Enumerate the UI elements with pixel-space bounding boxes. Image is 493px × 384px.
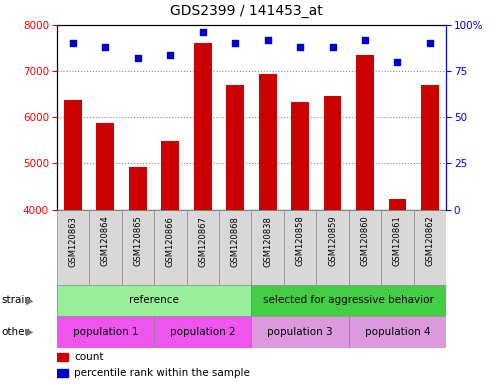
Bar	[57, 210, 89, 285]
Bar	[291, 102, 309, 210]
Point	[134, 55, 142, 61]
Point	[264, 36, 272, 43]
Bar	[89, 210, 122, 285]
Bar	[259, 74, 277, 210]
Point	[296, 44, 304, 50]
Text: GSM120866: GSM120866	[166, 216, 175, 266]
Bar	[186, 210, 219, 285]
Bar	[388, 199, 406, 210]
Text: GSM120838: GSM120838	[263, 216, 272, 266]
Bar	[57, 316, 154, 348]
Point	[102, 44, 109, 50]
Bar	[57, 353, 69, 361]
Text: GSM120862: GSM120862	[425, 216, 434, 266]
Text: percentile rank within the sample: percentile rank within the sample	[74, 368, 250, 378]
Point	[166, 51, 174, 58]
Bar	[97, 123, 114, 210]
Text: GSM120859: GSM120859	[328, 216, 337, 266]
Bar	[251, 285, 446, 316]
Text: population 4: population 4	[365, 327, 430, 337]
Bar	[284, 210, 317, 285]
Bar	[421, 85, 439, 210]
Point	[69, 40, 77, 46]
Point	[361, 36, 369, 43]
Text: GSM120868: GSM120868	[231, 216, 240, 266]
Bar	[194, 43, 211, 210]
Text: GSM120865: GSM120865	[133, 216, 142, 266]
Text: GSM120863: GSM120863	[69, 216, 77, 266]
Bar	[414, 210, 446, 285]
Text: population 3: population 3	[267, 327, 333, 337]
Bar	[251, 210, 284, 285]
Bar	[349, 210, 381, 285]
Text: count: count	[74, 352, 104, 362]
Bar	[154, 210, 186, 285]
Bar	[57, 369, 69, 377]
Text: GSM120867: GSM120867	[198, 216, 207, 266]
Text: ▶: ▶	[26, 327, 34, 337]
Text: reference: reference	[129, 295, 179, 305]
Text: selected for aggressive behavior: selected for aggressive behavior	[263, 295, 434, 305]
Bar	[251, 316, 349, 348]
Text: strain: strain	[1, 295, 31, 305]
Point	[393, 59, 401, 65]
Bar	[154, 316, 251, 348]
Text: GDS2399 / 141453_at: GDS2399 / 141453_at	[170, 4, 323, 18]
Bar	[381, 210, 414, 285]
Text: GSM120860: GSM120860	[360, 216, 370, 266]
Bar	[226, 85, 244, 210]
Bar	[349, 316, 446, 348]
Bar	[161, 141, 179, 210]
Point	[426, 40, 434, 46]
Bar	[356, 55, 374, 210]
Bar	[219, 210, 251, 285]
Text: population 1: population 1	[72, 327, 138, 337]
Point	[329, 44, 337, 50]
Text: GSM120858: GSM120858	[296, 216, 305, 266]
Point	[231, 40, 239, 46]
Text: ▶: ▶	[26, 295, 34, 305]
Point	[199, 29, 207, 35]
Bar	[122, 210, 154, 285]
Bar	[317, 210, 349, 285]
Text: population 2: population 2	[170, 327, 236, 337]
Bar	[323, 96, 342, 210]
Text: GSM120864: GSM120864	[101, 216, 110, 266]
Bar	[64, 100, 82, 210]
Text: other: other	[1, 327, 29, 337]
Text: GSM120861: GSM120861	[393, 216, 402, 266]
Bar	[129, 167, 147, 210]
Bar	[57, 285, 251, 316]
